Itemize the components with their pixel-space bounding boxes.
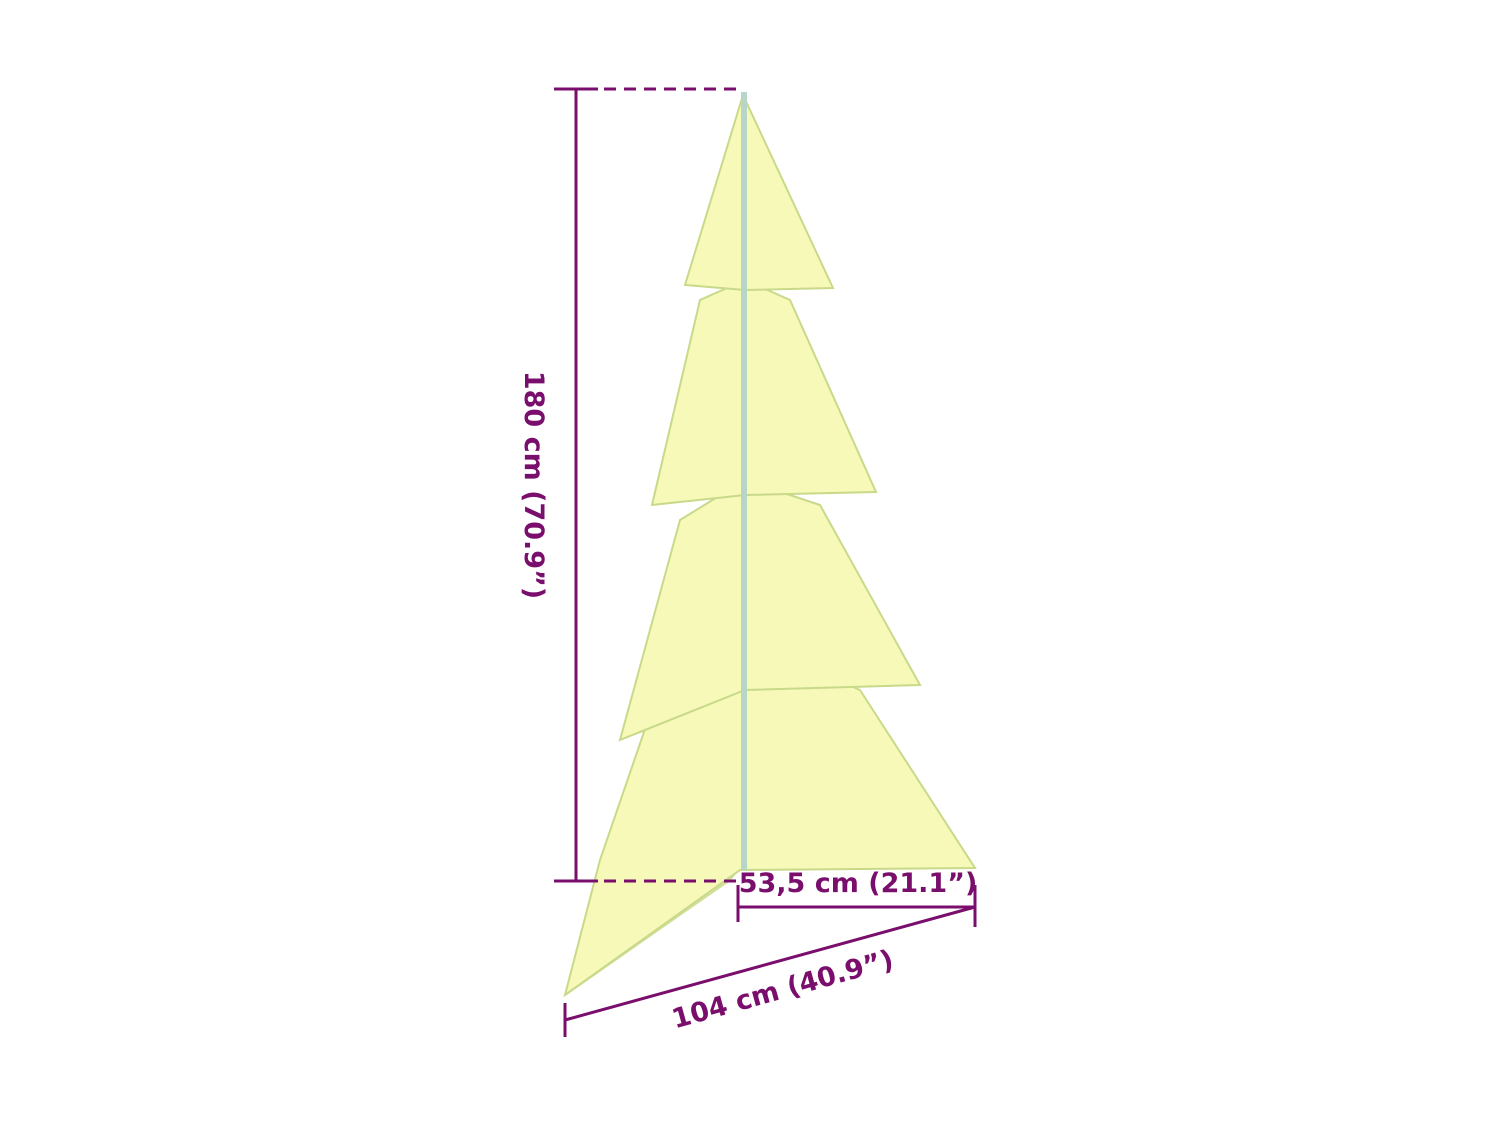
tree-tier-top (683, 92, 835, 292)
depth-label: 53,5 cm (21.1”) (739, 868, 978, 899)
width-label: 104 cm (40.9”) (669, 944, 897, 1035)
depth-dimension: 53,5 cm (21.1”) (736, 868, 978, 927)
tree-tier-2 (650, 278, 878, 507)
height-label: 180 cm (70.9”) (518, 371, 549, 599)
tree-illustration (563, 92, 977, 998)
height-dimension: 180 cm (70.9”) (518, 87, 740, 883)
tree-tier-bottom (563, 638, 977, 998)
